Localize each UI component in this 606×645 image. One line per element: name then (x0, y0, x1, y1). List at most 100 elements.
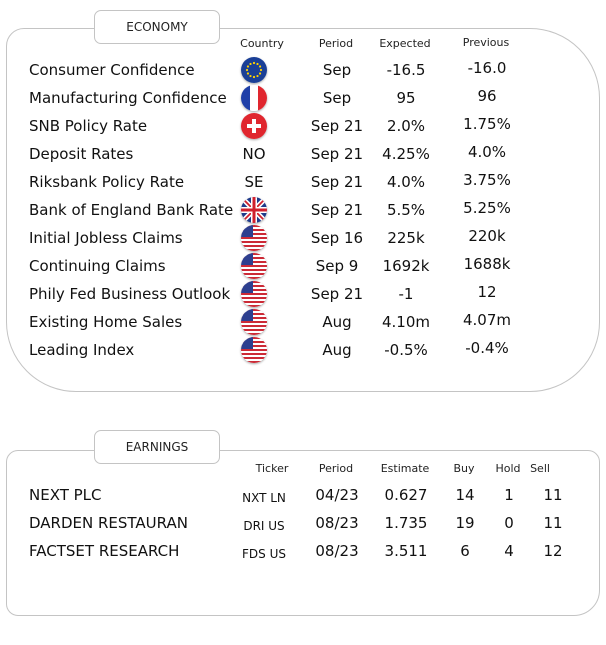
expected-value: 4.25% (382, 145, 430, 163)
period-value: 08/23 (315, 542, 359, 560)
previous-value: 96 (477, 87, 497, 105)
estimate-value: 3.511 (384, 542, 428, 560)
expected-value: -0.5% (384, 341, 428, 359)
hold-header: Hold (495, 462, 521, 475)
us-flag-icon (241, 337, 267, 363)
indicator-name: Consumer Confidence (29, 61, 195, 79)
period-value: Sep 21 (310, 285, 364, 303)
period-value: Sep 16 (310, 229, 364, 247)
us-flag-icon (241, 253, 267, 279)
sell-header: Sell (530, 462, 550, 475)
economy-row: Continuing Claims Sep 9 1692k 1688k (0, 253, 606, 281)
expected-value: -16.5 (386, 61, 426, 79)
expected-value: -1 (398, 285, 414, 303)
hold-count: 4 (504, 542, 514, 560)
sell-count: 11 (543, 514, 563, 532)
previous-value: 1.75% (463, 115, 511, 133)
buy-header: Buy (453, 462, 475, 475)
indicator-name: SNB Policy Rate (29, 117, 148, 135)
company-name: DARDEN RESTAURAN (29, 514, 188, 532)
expected-value: 5.5% (386, 201, 426, 219)
previous-value: 4.07m (462, 311, 512, 329)
earnings-row: FACTSET RESEARCH FDS US 08/23 3.511 6 4 12 (0, 538, 606, 566)
expected-value: 95 (396, 89, 416, 107)
eu-flag-icon (241, 57, 267, 83)
economy-row: Manufacturing Confidence Sep 95 96 (0, 85, 606, 113)
economy-row: Consumer Confidence Sep -16.5 -16.0 (0, 57, 606, 85)
switzerland-flag-icon (241, 113, 267, 139)
ticker-value: FDS US (242, 547, 286, 561)
previous-header: Previous (462, 36, 510, 49)
earnings-panel (6, 450, 600, 616)
earnings-period-header: Period (318, 462, 354, 475)
earnings-row: NEXT PLC NXT LN 04/23 0.627 14 1 11 (0, 482, 606, 510)
buy-count: 14 (455, 486, 475, 504)
indicator-name: Phily Fed Business Outlook (29, 285, 231, 303)
earnings-tab[interactable]: EARNINGS (94, 430, 220, 464)
expected-value: 225k (387, 229, 425, 247)
economy-row: Leading Index Aug -0.5% -0.4% (0, 337, 606, 365)
expected-value: 1692k (382, 257, 430, 275)
previous-value: 4.0% (467, 143, 507, 161)
indicator-name: Leading Index (29, 341, 135, 359)
previous-value: 220k (468, 227, 506, 245)
france-flag-icon (241, 85, 267, 111)
estimate-header: Estimate (380, 462, 430, 475)
us-flag-icon (241, 281, 267, 307)
period-value: Sep 21 (310, 173, 364, 191)
economy-row: Initial Jobless Claims Sep 16 225k 220k (0, 225, 606, 253)
period-header: Period (318, 37, 354, 50)
sell-count: 11 (543, 486, 563, 504)
buy-count: 6 (460, 542, 470, 560)
period-value: 08/23 (315, 514, 359, 532)
us-flag-icon (241, 309, 267, 335)
period-value: Sep 21 (310, 145, 364, 163)
period-value: Aug (322, 313, 352, 331)
expected-value: 4.0% (386, 173, 426, 191)
indicator-name: Deposit Rates (29, 145, 134, 163)
economy-row: SNB Policy Rate Sep 21 2.0% 1.75% (0, 113, 606, 141)
country-code: NO (242, 145, 266, 163)
previous-value: -0.4% (465, 339, 509, 357)
expected-header: Expected (379, 37, 431, 50)
ticker-header: Ticker (255, 462, 289, 475)
period-value: Sep 9 (315, 257, 359, 275)
period-value: Sep 21 (310, 201, 364, 219)
uk-flag-icon (241, 197, 267, 223)
hold-count: 0 (504, 514, 514, 532)
indicator-name: Continuing Claims (29, 257, 166, 275)
economy-tab[interactable]: ECONOMY (94, 10, 220, 44)
ticker-value: NXT LN (242, 491, 286, 505)
previous-value: 3.75% (463, 171, 511, 189)
period-value: 04/23 (315, 486, 359, 504)
economy-row: Bank of England Bank Rate Sep 21 5.5% 5.25% (0, 197, 606, 225)
hold-count: 1 (504, 486, 514, 504)
period-value: Sep (322, 89, 352, 107)
period-value: Aug (322, 341, 352, 359)
economy-row: Deposit Rates NO Sep 21 4.25% 4.0% (0, 141, 606, 169)
economy-row: Existing Home Sales Aug 4.10m 4.07m (0, 309, 606, 337)
indicator-name: Manufacturing Confidence (29, 89, 227, 107)
previous-value: 12 (477, 283, 497, 301)
company-name: FACTSET RESEARCH (29, 542, 180, 560)
previous-value: 1688k (463, 255, 511, 273)
expected-value: 2.0% (386, 117, 426, 135)
economy-row: Phily Fed Business Outlook Sep 21 -1 12 (0, 281, 606, 309)
country-code: SE (244, 173, 264, 191)
economy-panel (6, 28, 600, 392)
previous-value: -16.0 (467, 59, 507, 77)
previous-value: 5.25% (463, 199, 511, 217)
earnings-row: DARDEN RESTAURAN DRI US 08/23 1.735 19 0 11 (0, 510, 606, 538)
estimate-value: 0.627 (384, 486, 428, 504)
expected-value: 4.10m (381, 313, 431, 331)
country-header: Country (240, 37, 284, 50)
economy-row: Riksbank Policy Rate SE Sep 21 4.0% 3.75% (0, 169, 606, 197)
ticker-value: DRI US (243, 519, 285, 533)
indicator-name: Riksbank Policy Rate (29, 173, 185, 191)
indicator-name: Bank of England Bank Rate (29, 201, 234, 219)
company-name: NEXT PLC (29, 486, 102, 504)
sell-count: 12 (543, 542, 563, 560)
buy-count: 19 (455, 514, 475, 532)
estimate-value: 1.735 (384, 514, 428, 532)
indicator-name: Initial Jobless Claims (29, 229, 183, 247)
